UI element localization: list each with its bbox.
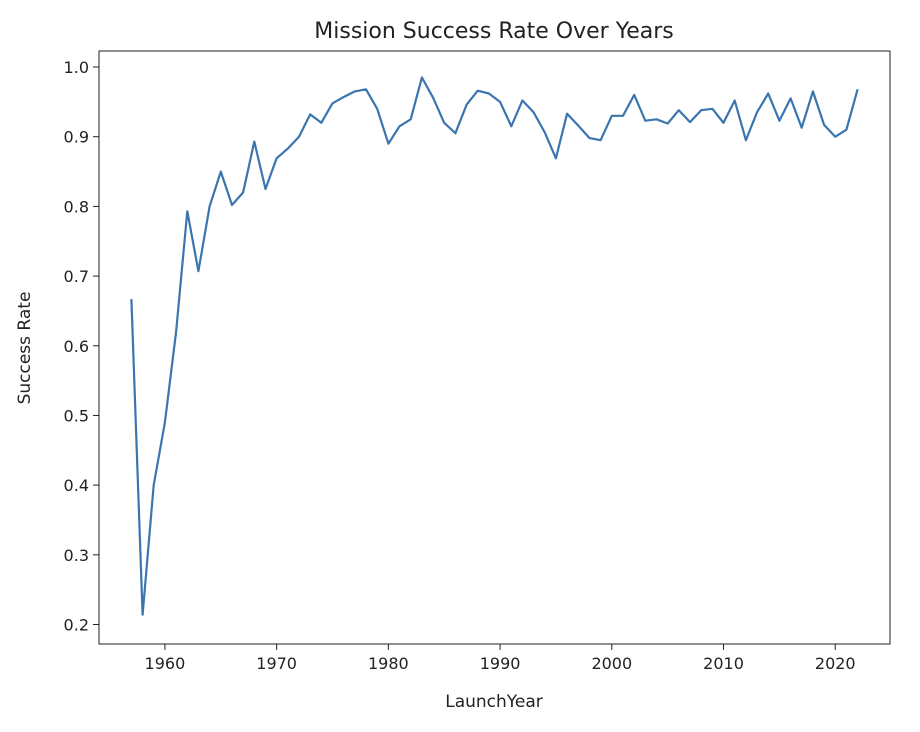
y-axis: 0.2 0.3 0.4 0.5 0.6 0.7 0.8 0.9 1.0 — [64, 58, 99, 634]
x-axis-label: LaunchYear — [445, 692, 543, 712]
series-line — [130, 76, 859, 616]
y-tick-label: 0.6 — [64, 337, 89, 356]
y-tick-label: 0.2 — [64, 615, 89, 634]
x-tick-label: 2000 — [591, 654, 632, 673]
y-tick-label: 1.0 — [64, 58, 89, 77]
y-tick-label: 0.5 — [64, 406, 89, 425]
series-layer — [130, 76, 859, 616]
x-tick-label: 2010 — [703, 654, 744, 673]
y-tick-label: 0.7 — [64, 267, 89, 286]
x-tick-label: 1960 — [145, 654, 186, 673]
y-tick-label: 0.9 — [64, 128, 89, 147]
chart-title: Mission Success Rate Over Years — [314, 19, 673, 44]
y-tick-label: 0.8 — [64, 197, 89, 216]
x-tick-label: 2020 — [815, 654, 856, 673]
y-tick-label: 0.3 — [64, 546, 89, 565]
y-axis-label: Success Rate — [15, 292, 35, 405]
x-tick-label: 1990 — [480, 654, 521, 673]
y-tick-label: 0.4 — [64, 476, 89, 495]
x-tick-label: 1980 — [368, 654, 409, 673]
x-tick-label: 1970 — [256, 654, 297, 673]
x-axis: 1960 1970 1980 1990 2000 2010 2020 — [145, 644, 856, 673]
plot-area — [98, 50, 891, 645]
